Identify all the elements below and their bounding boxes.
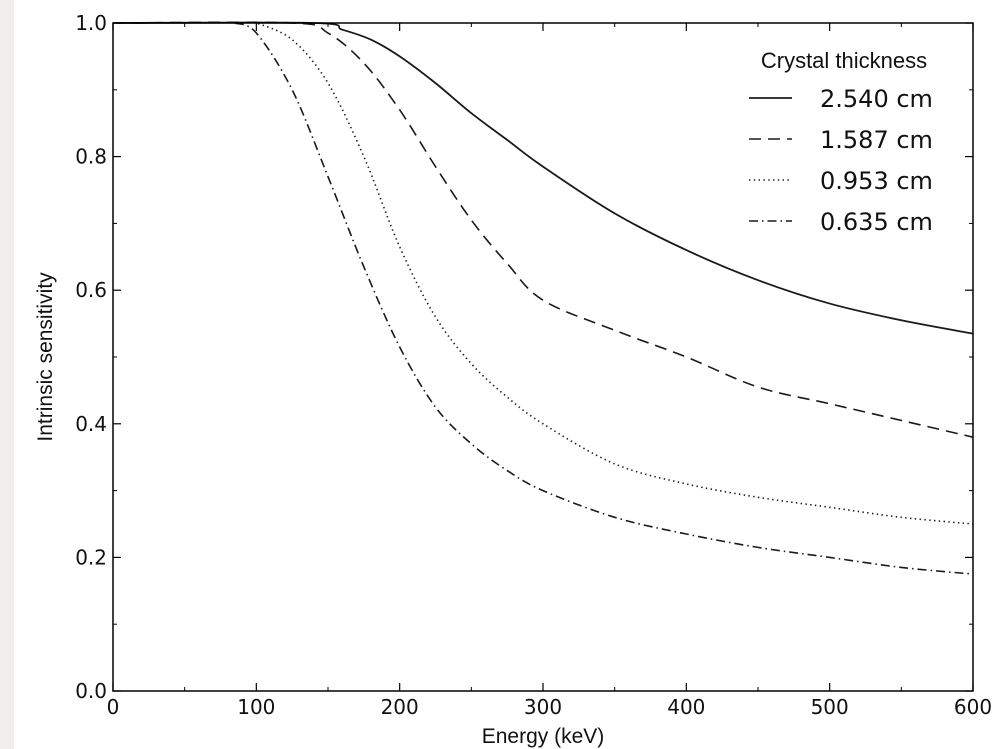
x-tick-label: 100 xyxy=(237,695,275,719)
y-tick-label: 0.8 xyxy=(75,145,107,169)
series-line-1 xyxy=(112,21,974,335)
legend-label-4: 0.635 cm xyxy=(820,208,933,236)
x-tick-label: 0 xyxy=(107,695,120,719)
series-line-4 xyxy=(234,22,974,575)
x-tick-label: 200 xyxy=(381,695,419,719)
series-line-2 xyxy=(112,21,974,438)
series-line-3 xyxy=(248,20,974,525)
y-tick-label: 1.0 xyxy=(75,11,107,35)
x-axis-label: Energy (keV) xyxy=(482,725,605,748)
legend-label-3: 0.953 cm xyxy=(820,167,933,195)
x-tick-label: 600 xyxy=(954,695,992,719)
chart-figure: 0 100 200 300 400 500 600 0.0 0.2 0.4 0.6 0.8 1.0 En… xyxy=(14,0,1005,749)
legend: Crystal thickness 2.540 cm 1.587 cm 0.953 … xyxy=(749,48,933,236)
legend-label-2: 1.587 cm xyxy=(820,126,933,154)
x-tick-label: 400 xyxy=(667,695,705,719)
ticks-layer: 0 100 200 300 400 500 600 0.0 0.2 0.4 0.6 0.8 1.0 xyxy=(75,11,992,719)
x-tick-label: 500 xyxy=(811,695,849,719)
plot-frame xyxy=(112,22,974,692)
y-tick-label: 0.4 xyxy=(75,412,107,436)
y-tick-label: 0.2 xyxy=(75,545,107,569)
y-tick-label: 0.0 xyxy=(75,679,107,703)
x-tick-label: 300 xyxy=(524,695,562,719)
y-tick-label: 0.6 xyxy=(75,278,107,302)
legend-label-1: 2.540 cm xyxy=(820,85,933,113)
series-layer xyxy=(112,20,974,575)
legend-title: Crystal thickness xyxy=(761,48,927,73)
chart-svg: 0 100 200 300 400 500 600 0.0 0.2 0.4 0.6 0.8 1.0 En… xyxy=(34,11,992,748)
y-axis-label: Intrinsic sensitivity xyxy=(34,272,57,442)
